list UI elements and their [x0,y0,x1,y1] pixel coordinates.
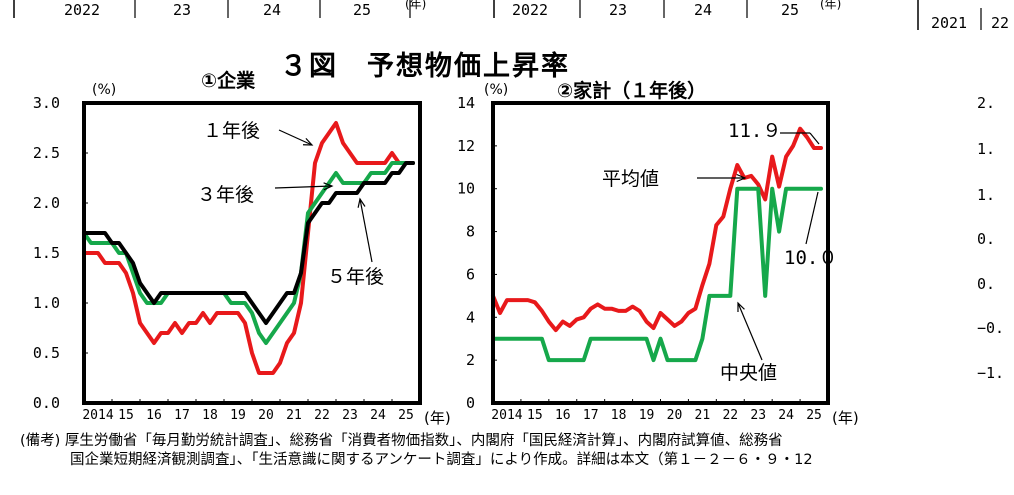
plot-frame [491,101,830,405]
x-tick-label: 22 [722,408,738,423]
strip-right-tick-label: 2021 [931,14,967,30]
arrow-median-head [737,301,745,313]
figure-title: ３図 予想物価上昇率 [280,51,570,82]
x-tick-label: 21 [286,408,302,423]
series-line-black [82,161,415,325]
y-tick-label: 14 [457,94,475,112]
x-tick-label: 15 [118,408,134,423]
right-edge-tick-label: 1. [977,186,995,204]
arrow-mean-head [736,173,747,183]
x-tick-label: 18 [202,408,218,423]
notes-line-1: (備考) 厚生労働省「毎月勤労統計調査」、総務省「消費者物価指数」、内閣府「国民… [20,433,783,449]
y-tick-label: 4 [466,308,475,326]
right-edge-tick-label: 0. [977,275,995,293]
panel1-title: ①企業 [201,70,256,92]
right-edge-tick-label: −0. [977,319,1004,337]
y-tick-label: 1.0 [33,294,60,312]
y-tick-label: 2.5 [33,144,60,162]
x-tick-label: 23 [750,408,766,423]
x-tick-label: 17 [583,408,599,423]
x-tick-label: 25 [398,408,414,423]
x-tick-label: 2014 [82,408,113,423]
x-tick-label: 25 [806,408,822,423]
right-edge-tick-label: −1. [977,364,1004,382]
arrow-3yr-head [323,182,334,191]
right-edge-tick-label: 1. [977,140,995,158]
series-line-green [82,161,415,345]
x-tick-label: 18 [611,408,627,423]
x-tick-label: 19 [639,408,655,423]
y-tick-label: 0.5 [33,344,60,362]
y-tick-label: 0 [466,394,475,412]
y-tick-label: 2.0 [33,194,60,212]
strip-left-tick-label: 2022 [64,1,100,19]
strip-right-tick-label: 22 [991,14,1009,30]
arrow-median [737,302,763,361]
y-tick-label: 12 [457,137,475,155]
y-tick-label: 10 [457,180,475,198]
x-tick-label: 20 [258,408,274,423]
x-tick-label: 15 [527,408,543,423]
strip-mid-tick-label: 2022 [512,1,548,19]
y-tick-label: 0.0 [33,394,60,412]
notes-line-2: 国企業短期経済観測調査」、「生活意識に関するアンケート調査」により作成。詳細は本… [70,452,813,468]
y-tick-label: 3.0 [33,94,60,112]
y-tick-label: 8 [466,223,475,241]
x-tick-label: 2014 [491,408,522,423]
series-line-red [491,126,823,333]
x-tick-label: 24 [370,408,386,423]
strip-mid-tick-label: 25 [781,1,799,19]
x-tick-label: 20 [667,408,683,423]
x-tick-label: 19 [230,408,246,423]
strip-left-tick-label: 23 [173,1,191,19]
panel2-y-unit: (%) [484,82,509,98]
strip-mid-tick-label: 24 [694,1,712,19]
arrow-5yr [359,198,373,263]
source-notes: (備考) 厚生労働省「毎月勤労統計調査」、総務省「消費者物価指数」、内閣府「国民… [20,432,813,470]
annotation-mean-latest: 11.９ [728,120,781,142]
x-tick-label: 21 [695,408,711,423]
right-edge-tick-label: 2. [977,94,995,112]
annotation-1yr: １年後 [203,120,260,142]
x-tick-label: 16 [146,408,162,423]
y-tick-label: 2 [466,351,475,369]
x-tick-label: 22 [314,408,330,423]
strip-left-tick-label: 25 [353,1,371,19]
x-tick-label: 24 [778,408,794,423]
x-unit-label: (年) [424,409,451,427]
panel2-title: ②家計（１年後） [557,80,707,102]
right-edge-tick-label: 0. [977,230,995,248]
arrow-1yr [278,129,313,146]
right-cropped-axis: 2. 1. 1. 0. 0. −0. −1. [975,0,1014,430]
arrow-5yr-head [357,197,366,208]
annotation-5yr: ５年後 [327,266,384,288]
strip-left-tick-label: 24 [263,1,281,19]
series-line-red [82,121,415,375]
x-tick-label: 17 [174,408,190,423]
arrow-3yr [274,185,333,189]
annotation-median: 中央値 [720,362,777,384]
strip-mid-tick-label: 23 [609,1,627,19]
x-unit-label: (年) [832,409,859,427]
strip-mid-unit: (年) [820,0,841,11]
leader-mean-latest-2 [809,132,820,145]
panel1-y-unit: (%) [92,82,117,98]
arrow-1yr-head [302,137,314,146]
y-tick-label: 1.5 [33,244,60,262]
panel1-chart: 0.0 0.5 1.0 1.5 2.0 2.5 3.0 2014 15 16 17 18 19 20 21 2… [33,94,451,427]
annotation-mean: 平均値 [602,168,659,190]
y-tick-label: 6 [466,265,475,283]
annotation-median-latest: 10.０ [784,247,837,269]
plot-frame [82,101,422,405]
leader-median-latest [805,191,819,245]
annotation-3yr: ３年後 [197,184,254,206]
x-tick-label: 16 [555,408,571,423]
x-tick-label: 23 [342,408,358,423]
strip-left-unit: (年) [405,0,426,11]
top-cropped-axis-strip: 2022 23 24 25 (年) 2022 23 24 25 (年) 2021 22 [13,0,1009,30]
series-line-green [491,186,823,363]
